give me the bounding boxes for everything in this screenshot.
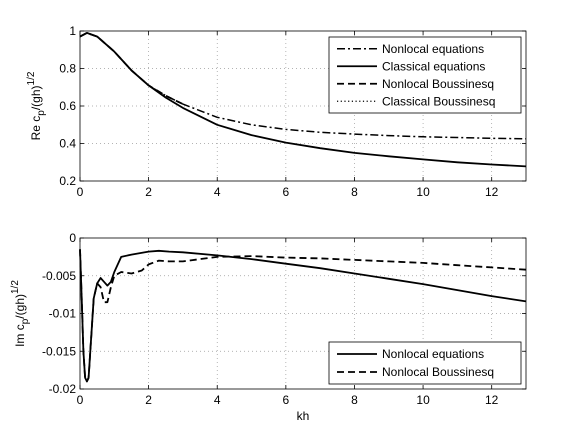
legend: Nonlocal equations Nonlocal Boussinesq: [328, 341, 522, 385]
top-plot: 0 2 4 6 8 10 12 0.2 0.4 0.6 0.8 1 Re cp/(gh)1/2 Nonlo…: [26, 24, 527, 199]
y-tick-label: 0: [69, 231, 76, 245]
y-tick-label: 1: [69, 24, 76, 38]
y-tick-label: 0.4: [59, 137, 76, 151]
y-tick-label: 0.8: [59, 62, 76, 76]
y-tick-label: -0.02: [49, 382, 77, 396]
legend-entry-label: Nonlocal Boussinesq: [382, 77, 494, 91]
legend: Nonlocal equations Classical equations Non…: [328, 36, 522, 114]
x-tick-label: 10: [416, 185, 430, 199]
x-tick-label: 8: [351, 393, 358, 407]
x-tick-label: 8: [351, 185, 358, 199]
legend-box: [328, 341, 522, 385]
bottom-plot: 0 2 4 6 8 10 12 -0.02 -0.015 -0.01 -0.005 0 Im cp/(g…: [10, 231, 527, 423]
x-tick-label: 0: [77, 185, 84, 199]
y-tick-label: 0.6: [59, 99, 76, 113]
x-tick-label: 2: [145, 185, 152, 199]
legend-entry-label: Classical Boussinesq: [382, 94, 495, 108]
y-tick-label: -0.01: [49, 307, 77, 321]
x-tick-label: 12: [485, 393, 499, 407]
series-line-dashed: [79, 32, 184, 105]
legend-entry-label: Nonlocal equations: [382, 42, 484, 56]
x-tick-label: 6: [283, 185, 290, 199]
y-tick-label: -0.015: [42, 344, 76, 358]
x-tick-label: 10: [416, 393, 430, 407]
x-tick-label: 4: [214, 185, 221, 199]
y-axis-label: Re cp/(gh)1/2: [26, 71, 47, 140]
x-tick-label: 0: [77, 393, 84, 407]
x-tick-label: 4: [214, 393, 221, 407]
legend-box: [328, 36, 522, 114]
x-tick-label: 2: [145, 393, 152, 407]
series-line-dashed: [79, 249, 527, 383]
legend-entry-label: Classical equations: [382, 59, 485, 73]
series-line-dotted: [79, 32, 167, 98]
y-tick-label: -0.005: [42, 269, 76, 283]
x-tick-label: 6: [283, 393, 290, 407]
y-tick-label: 0.2: [59, 174, 76, 188]
x-axis-label: kh: [297, 409, 310, 423]
legend-entry-label: Nonlocal Boussinesq: [382, 365, 494, 379]
legend-entry-label: Nonlocal equations: [382, 347, 484, 361]
y-axis-label: Im cp/(gh)1/2: [10, 280, 31, 347]
x-tick-label: 12: [485, 185, 499, 199]
